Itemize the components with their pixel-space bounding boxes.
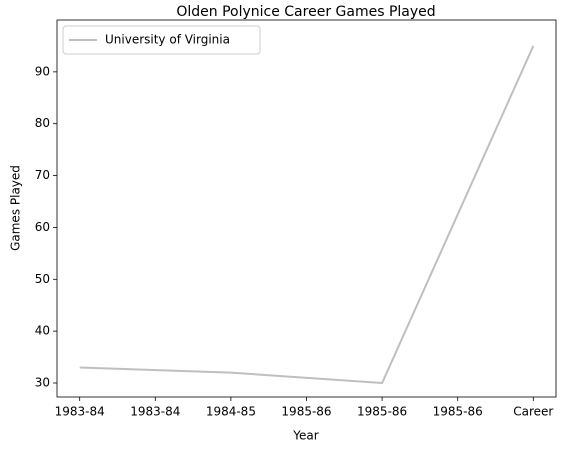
line	[79, 45, 535, 385]
x-tick-label: 1984-85	[206, 405, 256, 419]
x-tick-label: 1983-84	[130, 405, 180, 419]
x-tick-label: 1985-86	[433, 405, 483, 419]
chart-title: Olden Polynice Career Games Played	[176, 4, 435, 20]
y-axis-label: Games Played	[9, 165, 23, 251]
x-tick-label: 1983-84	[55, 405, 105, 419]
y-tick-label: 40	[35, 324, 50, 338]
x-tick-label: Career	[513, 405, 553, 419]
legend-box	[62, 25, 261, 55]
legend-label: University of Virginia	[105, 33, 230, 47]
y-tick-label: 60	[35, 220, 50, 234]
y-tick-label: 70	[35, 168, 50, 182]
x-axis-label: Year	[292, 429, 318, 443]
y-tick-label: 30	[35, 375, 50, 389]
plot-frame	[56, 19, 557, 398]
y-tick-label: 50	[35, 272, 50, 286]
x-tick-label: 1985-86	[357, 405, 407, 419]
x-tick-label: 1985-86	[281, 405, 331, 419]
y-tick-label: 90	[35, 64, 50, 78]
y-tick-label: 80	[35, 116, 50, 130]
